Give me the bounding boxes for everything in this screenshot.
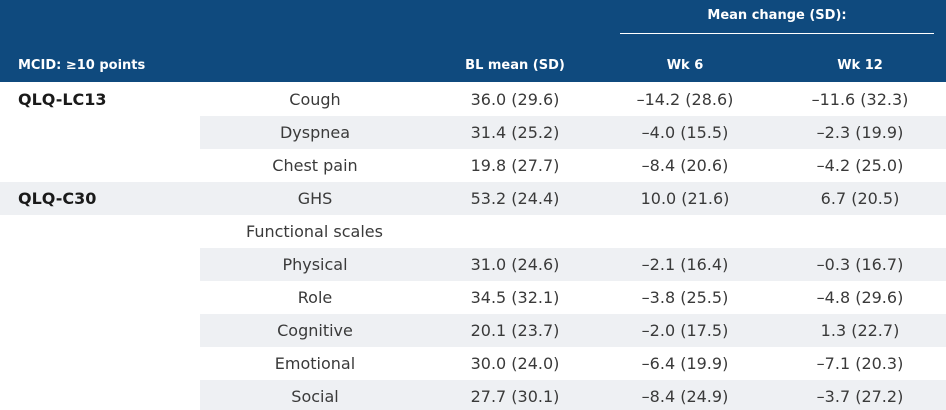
wk6-value: –2.0 (17.5): [641, 321, 729, 340]
bl-value: 31.0 (24.6): [470, 255, 560, 274]
row-label: Chest pain: [272, 156, 358, 175]
wk6-value: –8.4 (20.6): [641, 156, 729, 175]
wk6-value: 10.0 (21.6): [640, 189, 730, 208]
row-label: Role: [297, 288, 333, 307]
wk12-value: 6.7 (20.5): [820, 189, 900, 208]
bl-value: 36.0 (29.6): [470, 90, 560, 109]
mean-change-group-header: Mean change (SD):: [707, 8, 847, 23]
wk12-value: –7.1 (20.3): [816, 354, 904, 373]
table-row: Cognitive 20.1 (23.7) –2.0 (17.5) 1.3 (2…: [0, 314, 946, 347]
row-label: Social: [291, 387, 339, 406]
group-label: QLQ-LC13: [18, 90, 107, 109]
table-body: QLQ-LC13 Cough 36.0 (29.6) –14.2 (28.6) …: [0, 83, 946, 410]
wk12-value: –3.7 (27.2): [816, 387, 904, 406]
wk12-column-header: Wk 12: [837, 58, 883, 73]
mcid-column-header: MCID: ≥10 points: [18, 58, 146, 73]
table-row: Chest pain 19.8 (27.7) –8.4 (20.6) –4.2 …: [0, 149, 946, 182]
wk12-value: –4.2 (25.0): [816, 156, 904, 175]
row-label: Emotional: [274, 354, 356, 373]
wk6-value: –14.2 (28.6): [636, 90, 734, 109]
wk12-value: –4.8 (29.6): [816, 288, 904, 307]
wk12-value: 1.3 (22.7): [820, 321, 900, 340]
wk12-value: –11.6 (32.3): [811, 90, 909, 109]
wk6-column-header: Wk 6: [666, 58, 704, 73]
bl-mean-column-header: BL mean (SD): [465, 58, 565, 73]
bl-value: 53.2 (24.4): [470, 189, 560, 208]
table-header: Mean change (SD): MCID: ≥10 points BL me…: [0, 0, 946, 82]
table-row: QLQ-C30 GHS 53.2 (24.4) 10.0 (21.6) 6.7 …: [0, 182, 946, 215]
wk6-value: –8.4 (24.9): [641, 387, 729, 406]
row-label: Cough: [289, 90, 341, 109]
wk12-value: –0.3 (16.7): [816, 255, 904, 274]
section-label: Functional scales: [246, 222, 383, 241]
table-row: QLQ-LC13 Cough 36.0 (29.6) –14.2 (28.6) …: [0, 83, 946, 116]
bl-value: 31.4 (25.2): [470, 123, 560, 142]
bl-value: 30.0 (24.0): [470, 354, 560, 373]
wk6-value: –3.8 (25.5): [641, 288, 729, 307]
wk6-value: –2.1 (16.4): [641, 255, 729, 274]
table-row: Physical 31.0 (24.6) –2.1 (16.4) –0.3 (1…: [0, 248, 946, 281]
group-label: QLQ-C30: [18, 189, 97, 208]
wk12-value: –2.3 (19.9): [816, 123, 904, 142]
table-row: Role 34.5 (32.1) –3.8 (25.5) –4.8 (29.6): [0, 281, 946, 314]
group-header-rule: [620, 33, 934, 34]
table-row: Functional scales: [0, 215, 946, 248]
table-row: Dyspnea 31.4 (25.2) –4.0 (15.5) –2.3 (19…: [0, 116, 946, 149]
wk6-value: –4.0 (15.5): [641, 123, 729, 142]
bl-value: 20.1 (23.7): [470, 321, 560, 340]
table-row: Emotional 30.0 (24.0) –6.4 (19.9) –7.1 (…: [0, 347, 946, 380]
bl-value: 34.5 (32.1): [470, 288, 560, 307]
row-label: Cognitive: [277, 321, 353, 340]
row-label: GHS: [297, 189, 333, 208]
row-label: Dyspnea: [279, 123, 351, 142]
wk6-value: –6.4 (19.9): [641, 354, 729, 373]
bl-value: 27.7 (30.1): [470, 387, 560, 406]
table-row: Social 27.7 (30.1) –8.4 (24.9) –3.7 (27.…: [0, 380, 946, 410]
row-label: Physical: [282, 255, 348, 274]
bl-value: 19.8 (27.7): [470, 156, 560, 175]
